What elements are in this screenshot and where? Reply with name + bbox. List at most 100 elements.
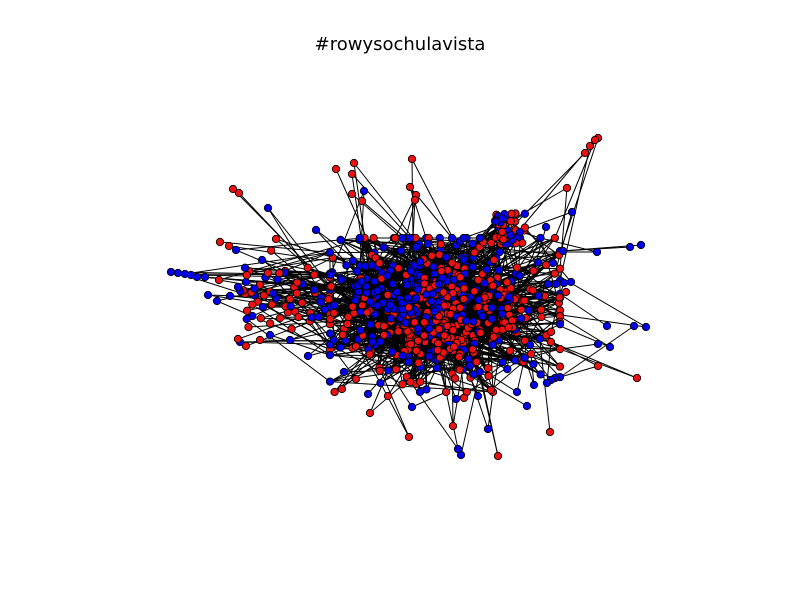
graph-node	[448, 421, 458, 431]
graph-node	[447, 233, 457, 243]
graph-node	[368, 337, 377, 347]
graph-node	[550, 269, 559, 278]
graph-node	[441, 387, 451, 397]
graph-node	[416, 377, 425, 386]
graph-node	[267, 246, 276, 255]
graph-node	[392, 287, 402, 297]
graph-node	[470, 287, 479, 296]
graph-node	[434, 324, 444, 334]
graph-node	[241, 341, 251, 351]
graph-node	[502, 278, 512, 287]
graph-node	[465, 361, 474, 370]
graph-node	[555, 320, 565, 329]
graph-node	[250, 284, 259, 293]
graph-node	[173, 268, 183, 278]
graph-edge	[473, 373, 528, 407]
graph-node	[429, 262, 438, 271]
graph-edge	[341, 351, 372, 390]
graph-node	[555, 344, 565, 354]
graph-edge	[329, 321, 369, 350]
graph-node	[339, 367, 349, 377]
graph-node	[440, 331, 449, 340]
graph-edge	[554, 211, 573, 274]
graph-edge	[275, 238, 334, 259]
graph-node	[233, 334, 243, 344]
graph-node	[314, 312, 323, 321]
graph-node	[355, 233, 364, 243]
graph-node	[533, 258, 543, 267]
graph-node	[329, 336, 338, 345]
graph-node	[343, 319, 352, 329]
graph-node	[271, 234, 281, 244]
graph-node	[625, 242, 635, 252]
graph-node	[561, 287, 571, 297]
graph-node	[510, 356, 520, 365]
graph-node	[456, 273, 465, 282]
graph-node	[316, 298, 325, 307]
graph-node	[548, 258, 558, 268]
graph-node	[504, 292, 514, 301]
graph-node	[455, 365, 464, 374]
graph-node	[405, 233, 415, 243]
graph-node	[338, 330, 347, 339]
graph-node	[352, 267, 362, 276]
graph-node	[460, 284, 469, 293]
graph-edge	[275, 238, 331, 287]
graph-node	[363, 308, 372, 317]
graph-node	[543, 279, 553, 289]
graph-edge	[184, 273, 331, 276]
graph-node	[632, 373, 642, 383]
graph-node	[373, 301, 382, 310]
graph-node	[324, 295, 333, 304]
graph-edge	[301, 302, 331, 345]
graph-node	[593, 339, 603, 349]
graph-node	[504, 323, 513, 332]
graph-node	[375, 258, 384, 268]
graph-node	[473, 391, 483, 401]
graph-node	[492, 325, 501, 334]
graph-node	[436, 240, 446, 249]
graph-node	[555, 362, 565, 371]
graph-node	[358, 301, 367, 310]
graph-node	[320, 305, 329, 314]
graph-node	[410, 195, 420, 205]
graph-node	[537, 312, 546, 322]
graph-node	[520, 353, 529, 363]
graph-node	[459, 233, 468, 243]
graph-edge	[439, 357, 457, 400]
graph-node	[498, 358, 507, 367]
graph-node	[351, 342, 361, 351]
graph-node	[383, 271, 392, 280]
graph-edge	[546, 341, 552, 384]
graph-edge	[387, 370, 413, 408]
graph-edge	[490, 361, 524, 391]
graph-node	[287, 324, 296, 334]
graph-node	[420, 318, 429, 327]
graph-node	[546, 337, 556, 347]
graph-node	[369, 233, 378, 243]
graph-edge	[335, 168, 377, 259]
graph-node	[285, 294, 295, 304]
graph-node	[535, 334, 544, 343]
graph-node	[396, 246, 406, 255]
graph-node	[325, 350, 335, 360]
graph-node	[294, 312, 303, 322]
graph-node	[515, 227, 525, 237]
graph-node	[641, 322, 651, 332]
graph-edge	[550, 341, 638, 379]
graph-node	[427, 297, 436, 306]
graph-node	[448, 326, 458, 335]
graph-node	[451, 374, 460, 383]
graph-edge	[476, 361, 499, 457]
graph-node	[325, 377, 335, 386]
graph-node	[423, 239, 433, 248]
graph-node	[636, 240, 646, 250]
graph-node	[629, 321, 639, 331]
graph-node	[413, 324, 422, 333]
graph-node	[214, 275, 224, 285]
graph-edge	[419, 357, 430, 382]
graph-edge	[235, 239, 341, 251]
graph-node	[404, 357, 413, 367]
graph-node	[522, 401, 532, 411]
graph-edge	[343, 370, 380, 373]
